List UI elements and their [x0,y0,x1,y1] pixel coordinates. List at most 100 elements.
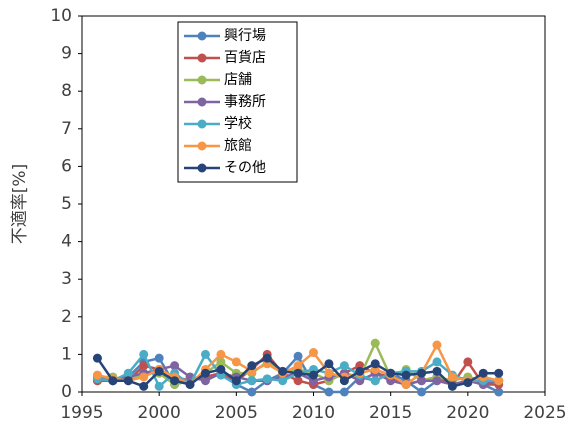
point [170,361,180,371]
point [231,357,241,367]
point [200,368,210,378]
x-tick-label: 2015 [369,403,412,423]
y-tick-label: 4 [61,232,72,252]
point [123,368,133,378]
point [401,370,411,380]
legend-label: 興行場 [224,28,266,44]
y-tick-label: 6 [61,156,72,176]
point [108,376,118,386]
y-tick-label: 5 [61,194,72,214]
legend-marker [197,141,207,151]
point [139,381,149,391]
x-tick-label: 2025 [523,403,566,423]
point [262,374,272,384]
point [401,379,411,389]
point [154,381,164,391]
point [463,357,473,367]
x-tick-label: 2000 [138,403,181,423]
y-tick-label: 2 [61,307,72,327]
y-tick-label: 1 [61,344,72,364]
point [494,387,504,397]
point [370,359,380,369]
legend-label: 学校 [224,115,252,132]
legend-label: 事務所 [224,94,266,110]
point [432,366,442,376]
point [154,366,164,376]
point [293,368,303,378]
point [339,376,349,386]
y-tick-label: 10 [50,6,72,26]
point [447,372,457,382]
y-tick-label: 7 [61,119,72,139]
point [247,376,257,386]
y-tick-label: 3 [61,269,72,289]
x-tick-label: 1995 [60,403,103,423]
point [309,348,318,358]
point [185,379,195,389]
x-tick-label: 2020 [446,403,489,423]
point [139,361,149,371]
point [339,387,349,397]
x-tick-label: 2005 [215,403,258,423]
point [92,370,102,380]
point [386,368,396,378]
point [339,361,349,371]
point [494,376,504,386]
point [200,376,210,386]
point [417,387,427,397]
point [293,376,303,386]
point [278,376,288,386]
point [262,353,272,363]
point [432,376,442,386]
point [278,366,288,376]
point [216,364,226,374]
point [432,340,442,350]
point [247,387,257,397]
point [432,357,442,367]
point [170,376,180,386]
legend-marker [197,53,207,63]
y-tick-label: 9 [61,44,72,64]
legend-label: その他 [224,160,266,176]
point [447,381,457,391]
point [463,378,473,388]
point [417,376,427,386]
y-tick-label: 0 [61,382,72,402]
point [324,387,334,397]
point [293,361,303,371]
legend-marker [197,119,207,129]
y-tick-label: 8 [61,81,72,101]
point [293,351,303,361]
point [355,366,365,376]
point [216,349,226,359]
legend-label: 店舗 [224,72,252,88]
legend-marker [197,75,207,85]
point [417,368,427,378]
point [123,376,133,386]
legend-marker [197,97,207,107]
legend-label: 百貨店 [224,49,266,66]
point [494,368,504,378]
point [200,349,210,359]
point [478,368,488,378]
point [139,372,149,382]
point [247,361,257,371]
legend-label: 旅館 [224,137,252,154]
legend-marker [197,163,207,173]
legend-marker [197,31,207,41]
point [324,368,334,378]
point [370,338,380,348]
point [139,349,149,359]
x-tick-label: 2010 [292,403,335,423]
point [309,370,318,380]
point [324,359,334,369]
point [216,357,226,367]
point [92,353,102,363]
point [154,353,164,363]
point [231,376,241,386]
point [370,376,380,386]
plot-frame [81,15,546,393]
y-axis-label: 不適率[%] [10,164,30,244]
